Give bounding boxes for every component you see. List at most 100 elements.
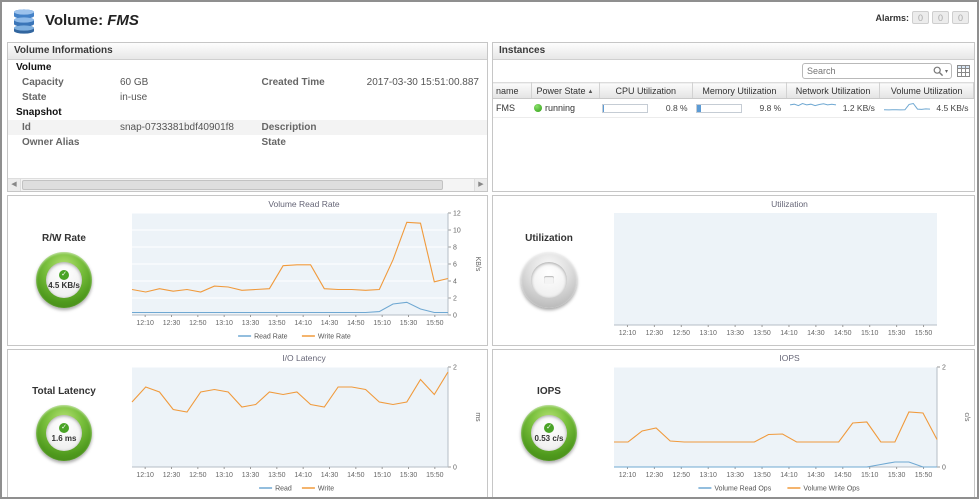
- alarm-badge-warning[interactable]: 0: [952, 11, 969, 24]
- cpu-utilization-bar: [602, 103, 648, 113]
- status-ok-icon: ✓: [59, 270, 69, 280]
- svg-text:15:50: 15:50: [426, 320, 444, 327]
- snapshot-id-label: Id: [22, 122, 31, 133]
- alarm-badge-critical[interactable]: 0: [932, 11, 949, 24]
- rw-rate-gauge[interactable]: ✓ 4.5 KB/s: [36, 252, 92, 308]
- utilization-gauge[interactable]: [521, 252, 577, 308]
- svg-text:4: 4: [453, 279, 457, 286]
- row-owner-state: Owner Alias State: [8, 135, 487, 150]
- scrollbar-track[interactable]: [21, 179, 474, 191]
- instances-toolbar: ▾: [493, 60, 974, 82]
- search-dropdown-icon[interactable]: ▾: [944, 68, 948, 75]
- svg-text:12:50: 12:50: [673, 330, 691, 337]
- owner-alias-label: Owner Alias: [22, 137, 80, 148]
- horizontal-scrollbar[interactable]: ◀ ▶: [8, 178, 487, 191]
- svg-text:KB/s: KB/s: [474, 257, 481, 272]
- cell-name[interactable]: FMS: [493, 98, 531, 118]
- row-id-description: Id snap-0733381bdf40901f8 Description: [8, 120, 487, 135]
- cpu-utilization-value: 0.8 %: [665, 103, 688, 113]
- svg-text:12:50: 12:50: [189, 472, 207, 479]
- section-volume: Volume: [16, 62, 52, 73]
- svg-text:12:10: 12:10: [136, 472, 154, 479]
- rw-rate-value: 4.5 KB/s: [48, 281, 80, 290]
- cell-memory: 9.8 %: [692, 98, 787, 118]
- search-input[interactable]: [803, 66, 933, 76]
- svg-text:0: 0: [453, 465, 457, 472]
- iops-chart[interactable]: IOPS 0 2 c/s 12:10 12:30 12:50 13:10 13:30 13:50 1…: [608, 352, 971, 495]
- svg-text:Read Rate: Read Rate: [254, 334, 288, 341]
- col-header-volume[interactable]: Volume Utilization: [879, 82, 974, 99]
- svg-text:13:30: 13:30: [726, 472, 744, 479]
- created-time-value: 2017-03-30 15:51:00.887: [366, 77, 479, 88]
- svg-text:13:50: 13:50: [268, 472, 286, 479]
- utilization-chart[interactable]: Utilization 12:10 12:30 12:50 13:10 13:30 13:5…: [608, 198, 971, 343]
- memory-utilization-value: 9.8 %: [759, 103, 782, 113]
- svg-text:14:10: 14:10: [294, 472, 312, 479]
- rw-rate-gauge-col: R/W Rate ✓ 4.5 KB/s: [8, 233, 120, 308]
- volume-info-title: Volume Informations: [8, 43, 487, 60]
- svg-text:12:30: 12:30: [646, 330, 664, 337]
- volume-utilization-value: 4.5 KB/s: [936, 103, 969, 113]
- svg-text:c/s: c/s: [963, 413, 970, 422]
- volume-read-rate-chart[interactable]: Volume Read Rate 0 2 4 6 8 10 12 KB/s 12:10 12:30 1…: [126, 198, 482, 343]
- alarms-label: Alarms:: [875, 12, 909, 23]
- alarm-badge-fatal[interactable]: 0: [912, 11, 929, 24]
- col-header-network[interactable]: Network Utilization: [786, 82, 881, 99]
- running-status-icon: [534, 104, 542, 112]
- col-header-power-state[interactable]: Power State ▲: [531, 82, 600, 99]
- iops-value: 0.53 c/s: [534, 434, 564, 443]
- svg-text:2: 2: [942, 365, 946, 372]
- svg-text:Volume Read Rate: Volume Read Rate: [268, 199, 340, 209]
- total-latency-label: Total Latency: [32, 386, 96, 397]
- power-state-text: running: [545, 103, 576, 113]
- scroll-right-icon[interactable]: ▶: [474, 179, 487, 191]
- iops-label: IOPS: [537, 386, 561, 397]
- snapshot-state-label: State: [261, 137, 286, 148]
- col-header-name[interactable]: name: [493, 82, 532, 99]
- svg-text:14:30: 14:30: [807, 472, 825, 479]
- svg-text:13:10: 13:10: [215, 320, 233, 327]
- svg-text:12:50: 12:50: [673, 472, 691, 479]
- column-chooser-icon[interactable]: [957, 65, 970, 77]
- instance-row[interactable]: FMS running 0.8 % 9.8 %: [493, 98, 974, 118]
- svg-text:13:30: 13:30: [241, 320, 259, 327]
- capacity-value: 60 GB: [120, 77, 149, 88]
- volume-info-body: Volume Capacity 60 GB Created Time 2017-…: [8, 60, 487, 150]
- description-value: [360, 120, 488, 135]
- scroll-left-icon[interactable]: ◀: [8, 179, 21, 191]
- page-title-name: FMS: [107, 12, 139, 29]
- svg-text:15:30: 15:30: [888, 330, 906, 337]
- description-label: Description: [261, 122, 317, 133]
- col-header-memory[interactable]: Memory Utilization: [692, 82, 787, 99]
- svg-text:13:10: 13:10: [215, 472, 233, 479]
- svg-text:15:10: 15:10: [373, 472, 391, 479]
- iops-gauge[interactable]: ✓ 0.53 c/s: [521, 405, 577, 461]
- svg-text:15:10: 15:10: [861, 472, 879, 479]
- total-latency-gauge[interactable]: ✓ 1.6 ms: [36, 405, 92, 461]
- svg-text:ms: ms: [474, 412, 481, 422]
- instances-panel: Instances ▾ name Po: [492, 42, 975, 192]
- instances-title: Instances: [493, 43, 974, 60]
- svg-text:12:10: 12:10: [619, 472, 637, 479]
- svg-text:13:50: 13:50: [753, 330, 771, 337]
- snapshot-state-value: [360, 135, 488, 150]
- network-utilization-value: 1.2 KB/s: [842, 103, 875, 113]
- col-header-cpu[interactable]: CPU Utilization: [599, 82, 694, 99]
- instances-table: name Power State ▲ CPU Utilization Memory…: [493, 82, 974, 118]
- svg-text:6: 6: [453, 262, 457, 269]
- svg-text:14:30: 14:30: [320, 320, 338, 327]
- svg-text:Write: Write: [317, 486, 333, 493]
- scrollbar-thumb[interactable]: [22, 180, 444, 190]
- svg-text:14:50: 14:50: [347, 320, 365, 327]
- svg-text:14:50: 14:50: [834, 472, 852, 479]
- io-latency-chart[interactable]: I/O Latency 0 2 ms 12:10 12:30 12:50 13:10 13:30…: [126, 352, 482, 495]
- instances-table-header: name Power State ▲ CPU Utilization Memory…: [493, 82, 974, 99]
- row-capacity-created: Capacity 60 GB Created Time 2017-03-30 1…: [8, 75, 487, 90]
- svg-text:15:50: 15:50: [426, 472, 444, 479]
- svg-text:12:30: 12:30: [646, 472, 664, 479]
- utilization-panel: Utilization Utilization 12:10 12:30 12:50 13…: [492, 195, 975, 346]
- svg-text:15:50: 15:50: [915, 472, 933, 479]
- svg-text:13:10: 13:10: [699, 330, 717, 337]
- search-icon[interactable]: [933, 66, 944, 77]
